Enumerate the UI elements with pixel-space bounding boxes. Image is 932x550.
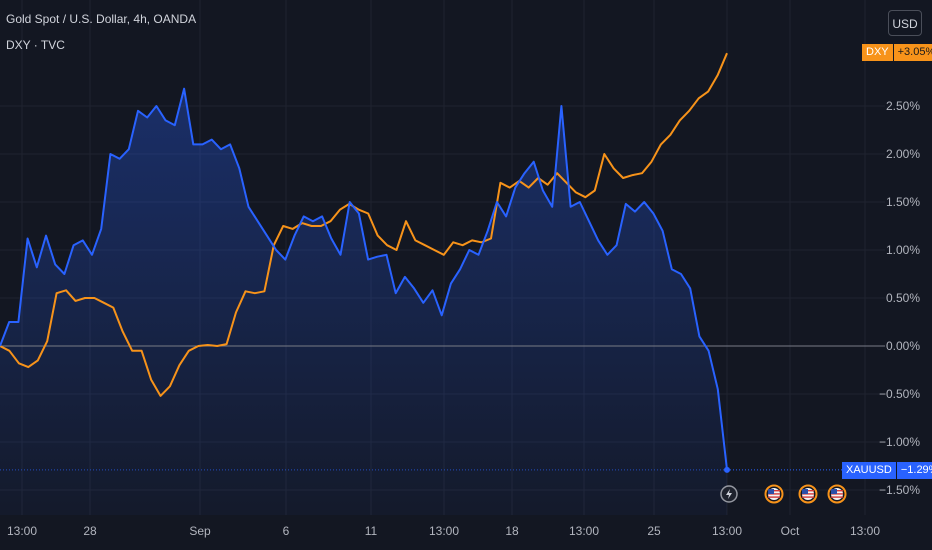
x-tick-label: 25 — [647, 524, 661, 538]
dxy-tag-value: +3.05% — [893, 44, 932, 61]
us-flag-icon — [827, 484, 847, 504]
x-tick-label: 6 — [283, 524, 290, 538]
currency-button[interactable]: USD — [888, 10, 922, 36]
dxy-tag-symbol: DXY — [862, 44, 893, 61]
xauusd-last-point — [724, 466, 730, 473]
x-tick-label: 11 — [365, 524, 378, 538]
lightning-bolt — [726, 489, 732, 499]
us-flag-icon — [764, 484, 784, 504]
y-axis[interactable]: −1.50% −1.00% −0.50% 0.00% 0.50% 1.00% 1.50% 2.… — [879, 99, 920, 497]
y-tick-label: 0.00% — [886, 339, 920, 353]
us-flag-icon — [798, 484, 818, 504]
xauusd-tag-symbol: XAUUSD — [842, 462, 896, 479]
y-tick-label: 1.00% — [886, 243, 920, 257]
x-tick-label: 28 — [83, 524, 97, 538]
x-tick-label: 18 — [505, 524, 519, 538]
x-tick-label: Oct — [781, 524, 800, 538]
x-tick-label: Sep — [189, 524, 211, 538]
y-tick-label: 1.50% — [886, 195, 920, 209]
xauusd-price-tag: XAUUSD−1.29% — [842, 462, 932, 479]
us-flag-stripe — [831, 496, 843, 498]
compare-symbol-label: DXY · TVC — [6, 38, 65, 52]
x-axis[interactable]: 13:00 28 Sep 6 11 13:00 18 13:00 25 13:00 Oct 13:00 — [7, 524, 880, 538]
dxy-line — [0, 52, 728, 397]
xauusd-area-fill — [0, 88, 727, 515]
us-flag-stripe — [802, 496, 814, 498]
xauusd-line — [0, 87, 728, 470]
series-lines — [0, 52, 932, 473]
chart-title: Gold Spot / U.S. Dollar, 4h, OANDA — [6, 12, 197, 26]
y-tick-label: 0.50% — [886, 291, 920, 305]
x-tick-label: 13:00 — [712, 524, 742, 538]
us-flag-canton — [802, 489, 808, 494]
xauusd-area — [0, 88, 727, 515]
x-tick-label: 13:00 — [850, 524, 880, 538]
x-tick-label: 13:00 — [429, 524, 459, 538]
y-tick-label: 2.50% — [886, 99, 920, 113]
us-flag-stripe — [768, 496, 780, 498]
us-flag-canton — [768, 489, 774, 494]
dxy-price-tag: DXY +3.05% — [862, 44, 932, 61]
y-tick-label: −1.00% — [879, 435, 920, 449]
xauusd-tag-value: −1.29% — [896, 462, 932, 479]
us-flag-canton — [831, 489, 837, 494]
lightning-icon — [720, 485, 738, 503]
event-markers — [720, 484, 847, 504]
y-tick-label: −1.50% — [879, 483, 920, 497]
y-tick-label: −0.50% — [879, 387, 920, 401]
x-tick-label: 13:00 — [7, 524, 37, 538]
x-tick-label: 13:00 — [569, 524, 599, 538]
y-tick-label: 2.00% — [886, 147, 920, 161]
